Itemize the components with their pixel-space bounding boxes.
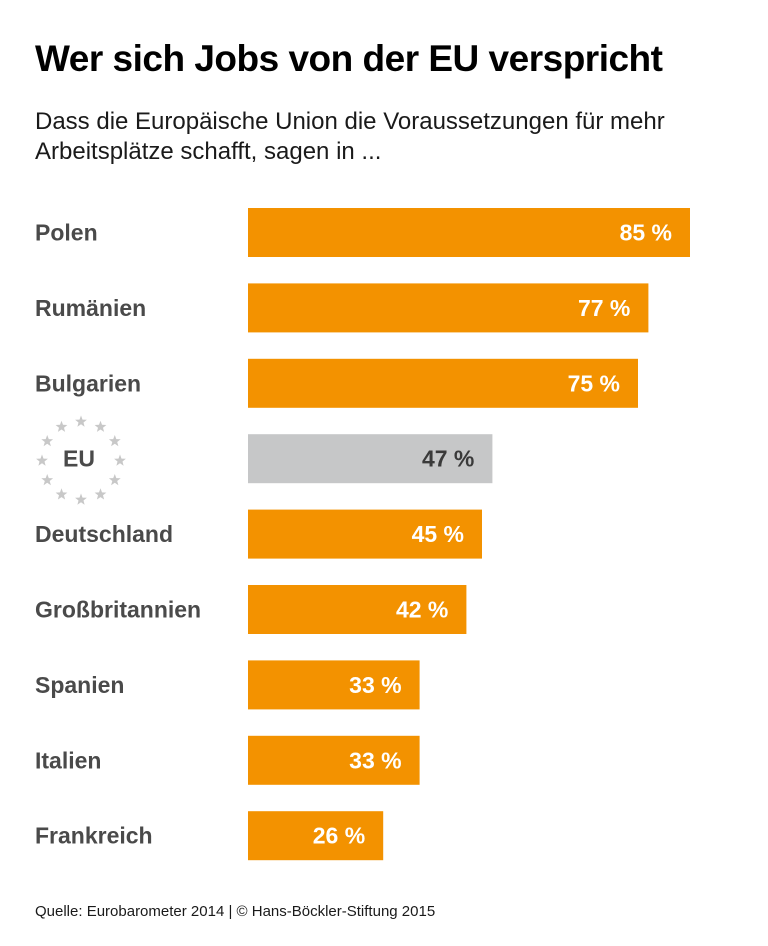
star-icon: [41, 474, 54, 486]
bar-rumänien: [248, 283, 649, 333]
category-label: EU: [63, 446, 95, 472]
star-icon: [94, 488, 107, 500]
star-icon: [55, 420, 68, 432]
value-label: 47 %: [422, 446, 474, 472]
bar-frankreich: [248, 811, 384, 861]
category-label: Großbritannien: [35, 597, 201, 623]
bar-großbritannien: [248, 585, 467, 634]
star-icon: [41, 435, 54, 447]
star-icon: [108, 435, 121, 447]
value-label: 85 %: [620, 220, 672, 246]
category-label: Rumänien: [35, 295, 146, 321]
bar-polen: [248, 208, 690, 257]
category-label: Frankreich: [35, 823, 153, 849]
source-note: Quelle: Eurobarometer 2014 | © Hans-Böck…: [35, 903, 436, 920]
eu-stars-icon: [36, 415, 126, 505]
value-label: 42 %: [396, 597, 448, 623]
bar-italien: [248, 735, 420, 785]
star-icon: [36, 454, 48, 466]
star-icon: [75, 493, 87, 505]
value-label: 26 %: [313, 823, 365, 849]
star-icon: [75, 415, 87, 427]
bar-spanien: [248, 660, 420, 710]
bar-bulgarien: [248, 358, 638, 408]
bar-deutschland: [248, 509, 482, 559]
value-label: 33 %: [349, 747, 401, 773]
category-label: Italien: [35, 747, 101, 773]
value-label: 75 %: [568, 370, 620, 396]
value-label: 45 %: [412, 521, 464, 547]
value-label: 33 %: [349, 672, 401, 698]
star-icon: [108, 474, 121, 486]
chart-title: Wer sich Jobs von der EU verspricht: [35, 38, 663, 79]
star-icon: [55, 488, 68, 500]
bar-eu: [248, 434, 493, 484]
star-icon: [94, 420, 107, 432]
category-label: Bulgarien: [35, 370, 141, 396]
star-icon: [114, 454, 126, 466]
category-label: Deutschland: [35, 521, 173, 547]
category-label: Spanien: [35, 672, 124, 698]
category-label: Polen: [35, 220, 98, 246]
value-label: 77 %: [578, 295, 630, 321]
chart-subtitle: Dass die Europäische Union die Vorausset…: [35, 108, 665, 165]
